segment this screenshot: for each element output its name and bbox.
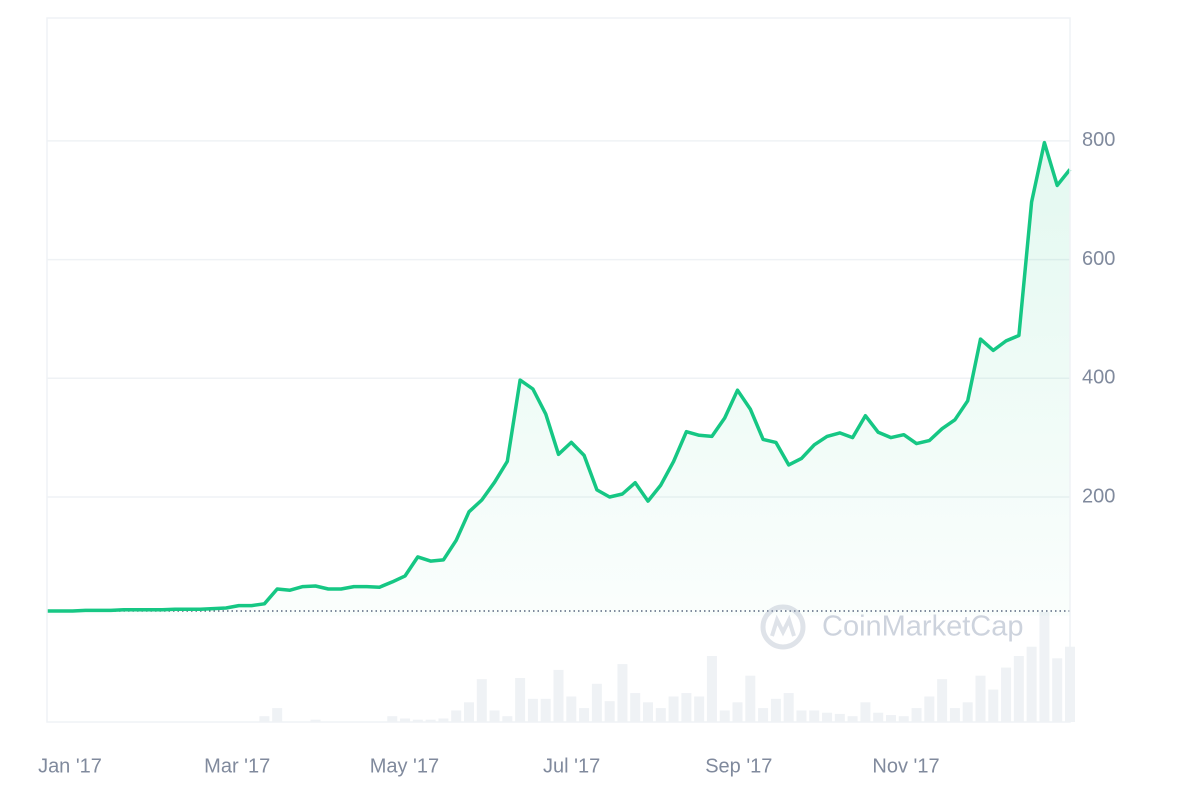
y-tick-label: 800 [1082, 129, 1115, 151]
volume-bar [515, 678, 526, 722]
volume-bar [911, 708, 922, 722]
volume-bar [924, 696, 935, 722]
volume-bar [988, 689, 999, 722]
volume-bar [1001, 667, 1012, 722]
volume-bar [272, 708, 283, 722]
y-tick-label: 400 [1082, 367, 1115, 389]
price-area [47, 142, 1070, 616]
volume-bar [1039, 612, 1050, 722]
volume-bar [962, 702, 973, 722]
volume-bar [732, 702, 743, 722]
volume-bar [463, 702, 474, 722]
volume-bar [1013, 656, 1024, 722]
volume-bar [668, 696, 679, 722]
volume-bar [1026, 646, 1037, 722]
volume-bar [502, 716, 513, 722]
price-line [47, 140, 1072, 613]
volume-bar [834, 713, 845, 722]
volume-bar [438, 718, 449, 722]
x-tick-label: Mar '17 [204, 755, 270, 777]
volume-bar [719, 710, 730, 722]
volume-bar [310, 719, 321, 722]
volume-bar [975, 675, 986, 722]
volume-bar [885, 715, 896, 722]
volume-bar [476, 679, 487, 722]
volume-bar [681, 693, 692, 722]
volume-bar [873, 712, 884, 722]
x-tick-label: May '17 [370, 755, 439, 777]
plot-frame [46, 17, 1071, 723]
volume-bar [694, 696, 705, 722]
x-tick-label: Sep '17 [705, 755, 772, 777]
volume-bar [387, 716, 398, 722]
volume-bar [579, 708, 590, 722]
volume-bar [745, 675, 756, 722]
volume-bar [617, 664, 628, 722]
volume-bar [591, 683, 602, 722]
volume-bar [1052, 658, 1063, 722]
volume-bar [400, 718, 411, 722]
volume-bar [489, 710, 500, 722]
x-tick-label: Nov '17 [872, 755, 939, 777]
volume-bar [527, 698, 538, 722]
volume-bar [783, 693, 794, 722]
volume-bar [809, 710, 820, 722]
plot-layer [47, 140, 1072, 616]
volume-bar [770, 698, 781, 722]
volume-bar [540, 698, 551, 722]
volume-bar [706, 656, 717, 722]
volume-bar [259, 716, 270, 722]
volume-bar [796, 710, 807, 722]
x-tick-label: Jan '17 [38, 755, 102, 777]
volume-bar [566, 696, 577, 722]
volume-layer [259, 612, 1075, 722]
volume-bar [630, 693, 641, 722]
watermark: CoinMarketCap [822, 611, 1023, 643]
volume-bar [643, 702, 654, 722]
y-tick-label: 600 [1082, 248, 1115, 270]
volume-bar [604, 701, 615, 722]
volume-bar [553, 669, 564, 722]
volume-bar [655, 708, 666, 722]
y-tick-label: 200 [1082, 485, 1115, 507]
volume-bar [822, 712, 833, 722]
x-tick-label: Jul '17 [543, 755, 600, 777]
volume-bar [412, 719, 423, 722]
volume-bar [860, 702, 871, 722]
volume-bar [949, 708, 960, 722]
volume-bar [937, 679, 948, 722]
volume-bar [451, 710, 462, 722]
volume-bar [847, 716, 858, 722]
volume-bar [425, 719, 436, 722]
watermark-logo [760, 604, 806, 650]
volume-bar [898, 716, 909, 722]
volume-bar [758, 708, 769, 722]
